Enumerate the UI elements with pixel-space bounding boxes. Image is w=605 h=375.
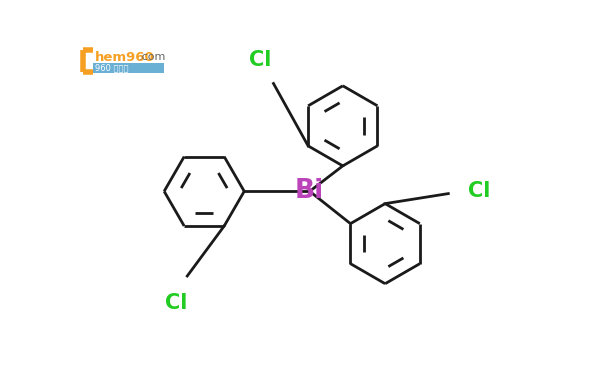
Text: .com: .com [139, 53, 166, 62]
Text: Cl: Cl [249, 50, 272, 70]
Text: Bi: Bi [295, 178, 324, 204]
Text: Cl: Cl [165, 293, 187, 313]
Text: hem960: hem960 [95, 51, 155, 64]
Text: 960 化工网: 960 化工网 [95, 64, 128, 73]
Text: Cl: Cl [468, 181, 490, 201]
FancyBboxPatch shape [93, 63, 164, 73]
